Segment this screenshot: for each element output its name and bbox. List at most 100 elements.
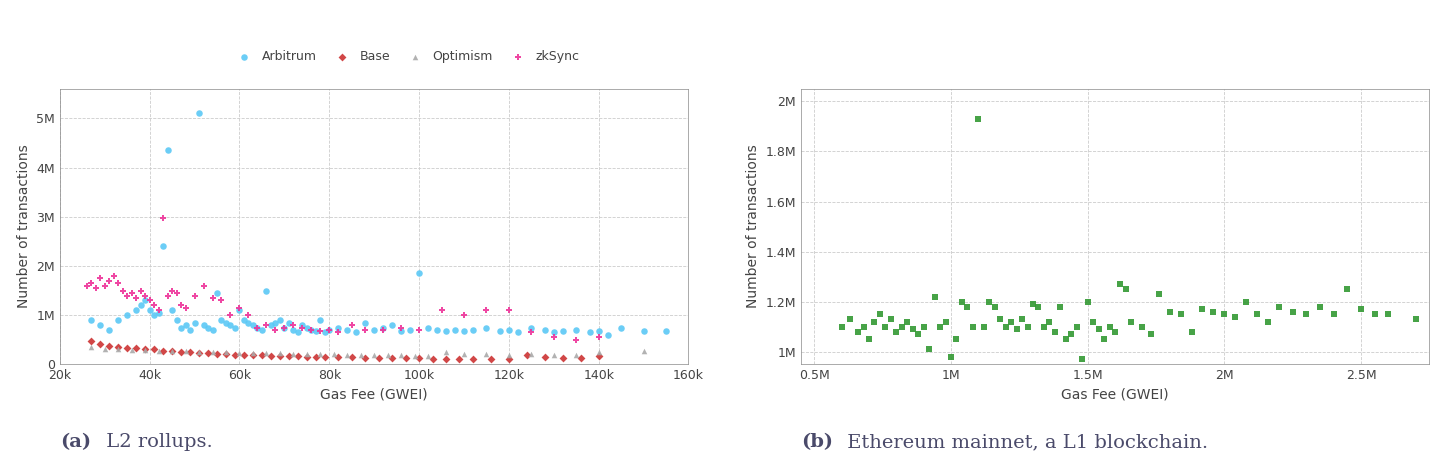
- zkSync: [143, 302, 166, 309]
- Point: [1309, 303, 1332, 311]
- Optimism: [174, 348, 197, 355]
- Point: [1103, 328, 1126, 336]
- Base: [340, 353, 363, 361]
- Arbitrum: [169, 324, 192, 331]
- Optimism: [632, 347, 655, 355]
- Legend: Arbitrum, Base, Optimism, zkSync: Arbitrum, Base, Optimism, zkSync: [227, 46, 584, 68]
- Arbitrum: [632, 327, 655, 335]
- Optimism: [201, 348, 224, 356]
- Arbitrum: [542, 329, 565, 336]
- zkSync: [327, 329, 350, 336]
- zkSync: [340, 321, 363, 329]
- Text: (b): (b): [801, 433, 833, 451]
- Optimism: [416, 352, 440, 359]
- zkSync: [282, 321, 305, 329]
- Optimism: [474, 350, 497, 358]
- Point: [1131, 323, 1154, 331]
- Optimism: [519, 350, 542, 357]
- Base: [80, 337, 103, 345]
- Optimism: [147, 347, 171, 354]
- Point: [1027, 303, 1050, 311]
- Optimism: [542, 352, 565, 359]
- zkSync: [111, 287, 134, 294]
- Point: [928, 323, 951, 331]
- Arbitrum: [129, 302, 152, 309]
- Base: [408, 354, 431, 362]
- Arbitrum: [578, 329, 602, 336]
- zkSync: [133, 292, 156, 299]
- Arbitrum: [363, 326, 386, 334]
- Arbitrum: [489, 327, 512, 335]
- zkSync: [228, 304, 252, 312]
- Point: [1147, 291, 1170, 298]
- Arbitrum: [534, 326, 557, 334]
- zkSync: [174, 304, 197, 312]
- Point: [1235, 298, 1258, 306]
- Base: [233, 351, 256, 359]
- Arbitrum: [98, 326, 121, 334]
- Arbitrum: [116, 312, 139, 319]
- Arbitrum: [318, 326, 341, 334]
- Base: [214, 350, 237, 358]
- Arbitrum: [461, 326, 484, 334]
- Arbitrum: [453, 327, 476, 335]
- Optimism: [363, 351, 386, 359]
- Arbitrum: [263, 319, 286, 326]
- Point: [1158, 308, 1181, 316]
- Base: [205, 350, 228, 357]
- Point: [940, 353, 963, 361]
- Point: [1202, 308, 1225, 316]
- Point: [1005, 326, 1028, 333]
- Point: [983, 303, 1006, 311]
- Arbitrum: [304, 327, 327, 335]
- Point: [1192, 306, 1215, 313]
- Arbitrum: [201, 326, 224, 334]
- Optimism: [269, 350, 292, 357]
- Optimism: [295, 350, 318, 358]
- Arbitrum: [474, 324, 497, 331]
- Base: [223, 351, 246, 359]
- Text: (a): (a): [59, 433, 91, 451]
- Point: [839, 316, 862, 323]
- Arbitrum: [444, 326, 467, 334]
- zkSync: [137, 297, 161, 304]
- Optimism: [133, 346, 156, 354]
- Text: Ethereum mainnet, a L1 blockchain.: Ethereum mainnet, a L1 blockchain.: [842, 433, 1209, 451]
- zkSync: [542, 333, 565, 341]
- Base: [534, 353, 557, 361]
- Point: [923, 293, 946, 300]
- Arbitrum: [425, 326, 448, 334]
- zkSync: [408, 326, 431, 334]
- Arbitrum: [124, 306, 147, 314]
- Arbitrum: [88, 321, 111, 329]
- Arbitrum: [133, 297, 156, 304]
- Arbitrum: [335, 326, 359, 334]
- Point: [1404, 316, 1427, 323]
- Base: [367, 354, 390, 361]
- Optimism: [376, 352, 399, 359]
- zkSync: [116, 292, 139, 299]
- Point: [956, 303, 979, 311]
- Arbitrum: [299, 326, 322, 334]
- Arbitrum: [80, 316, 103, 324]
- zkSync: [152, 214, 175, 221]
- zkSync: [84, 285, 107, 292]
- Arbitrum: [137, 306, 161, 314]
- Base: [152, 347, 175, 354]
- Base: [169, 348, 192, 355]
- Optimism: [107, 345, 130, 353]
- Base: [380, 354, 403, 361]
- Point: [1044, 328, 1067, 336]
- Point: [846, 328, 869, 336]
- Arbitrum: [282, 326, 305, 334]
- zkSync: [291, 324, 314, 331]
- Base: [250, 352, 273, 359]
- zkSync: [587, 333, 610, 341]
- Point: [1070, 356, 1093, 363]
- Point: [863, 318, 886, 325]
- Base: [327, 353, 350, 361]
- Arbitrum: [174, 321, 197, 329]
- Point: [1245, 311, 1268, 318]
- Arbitrum: [107, 316, 130, 324]
- Point: [1364, 311, 1387, 318]
